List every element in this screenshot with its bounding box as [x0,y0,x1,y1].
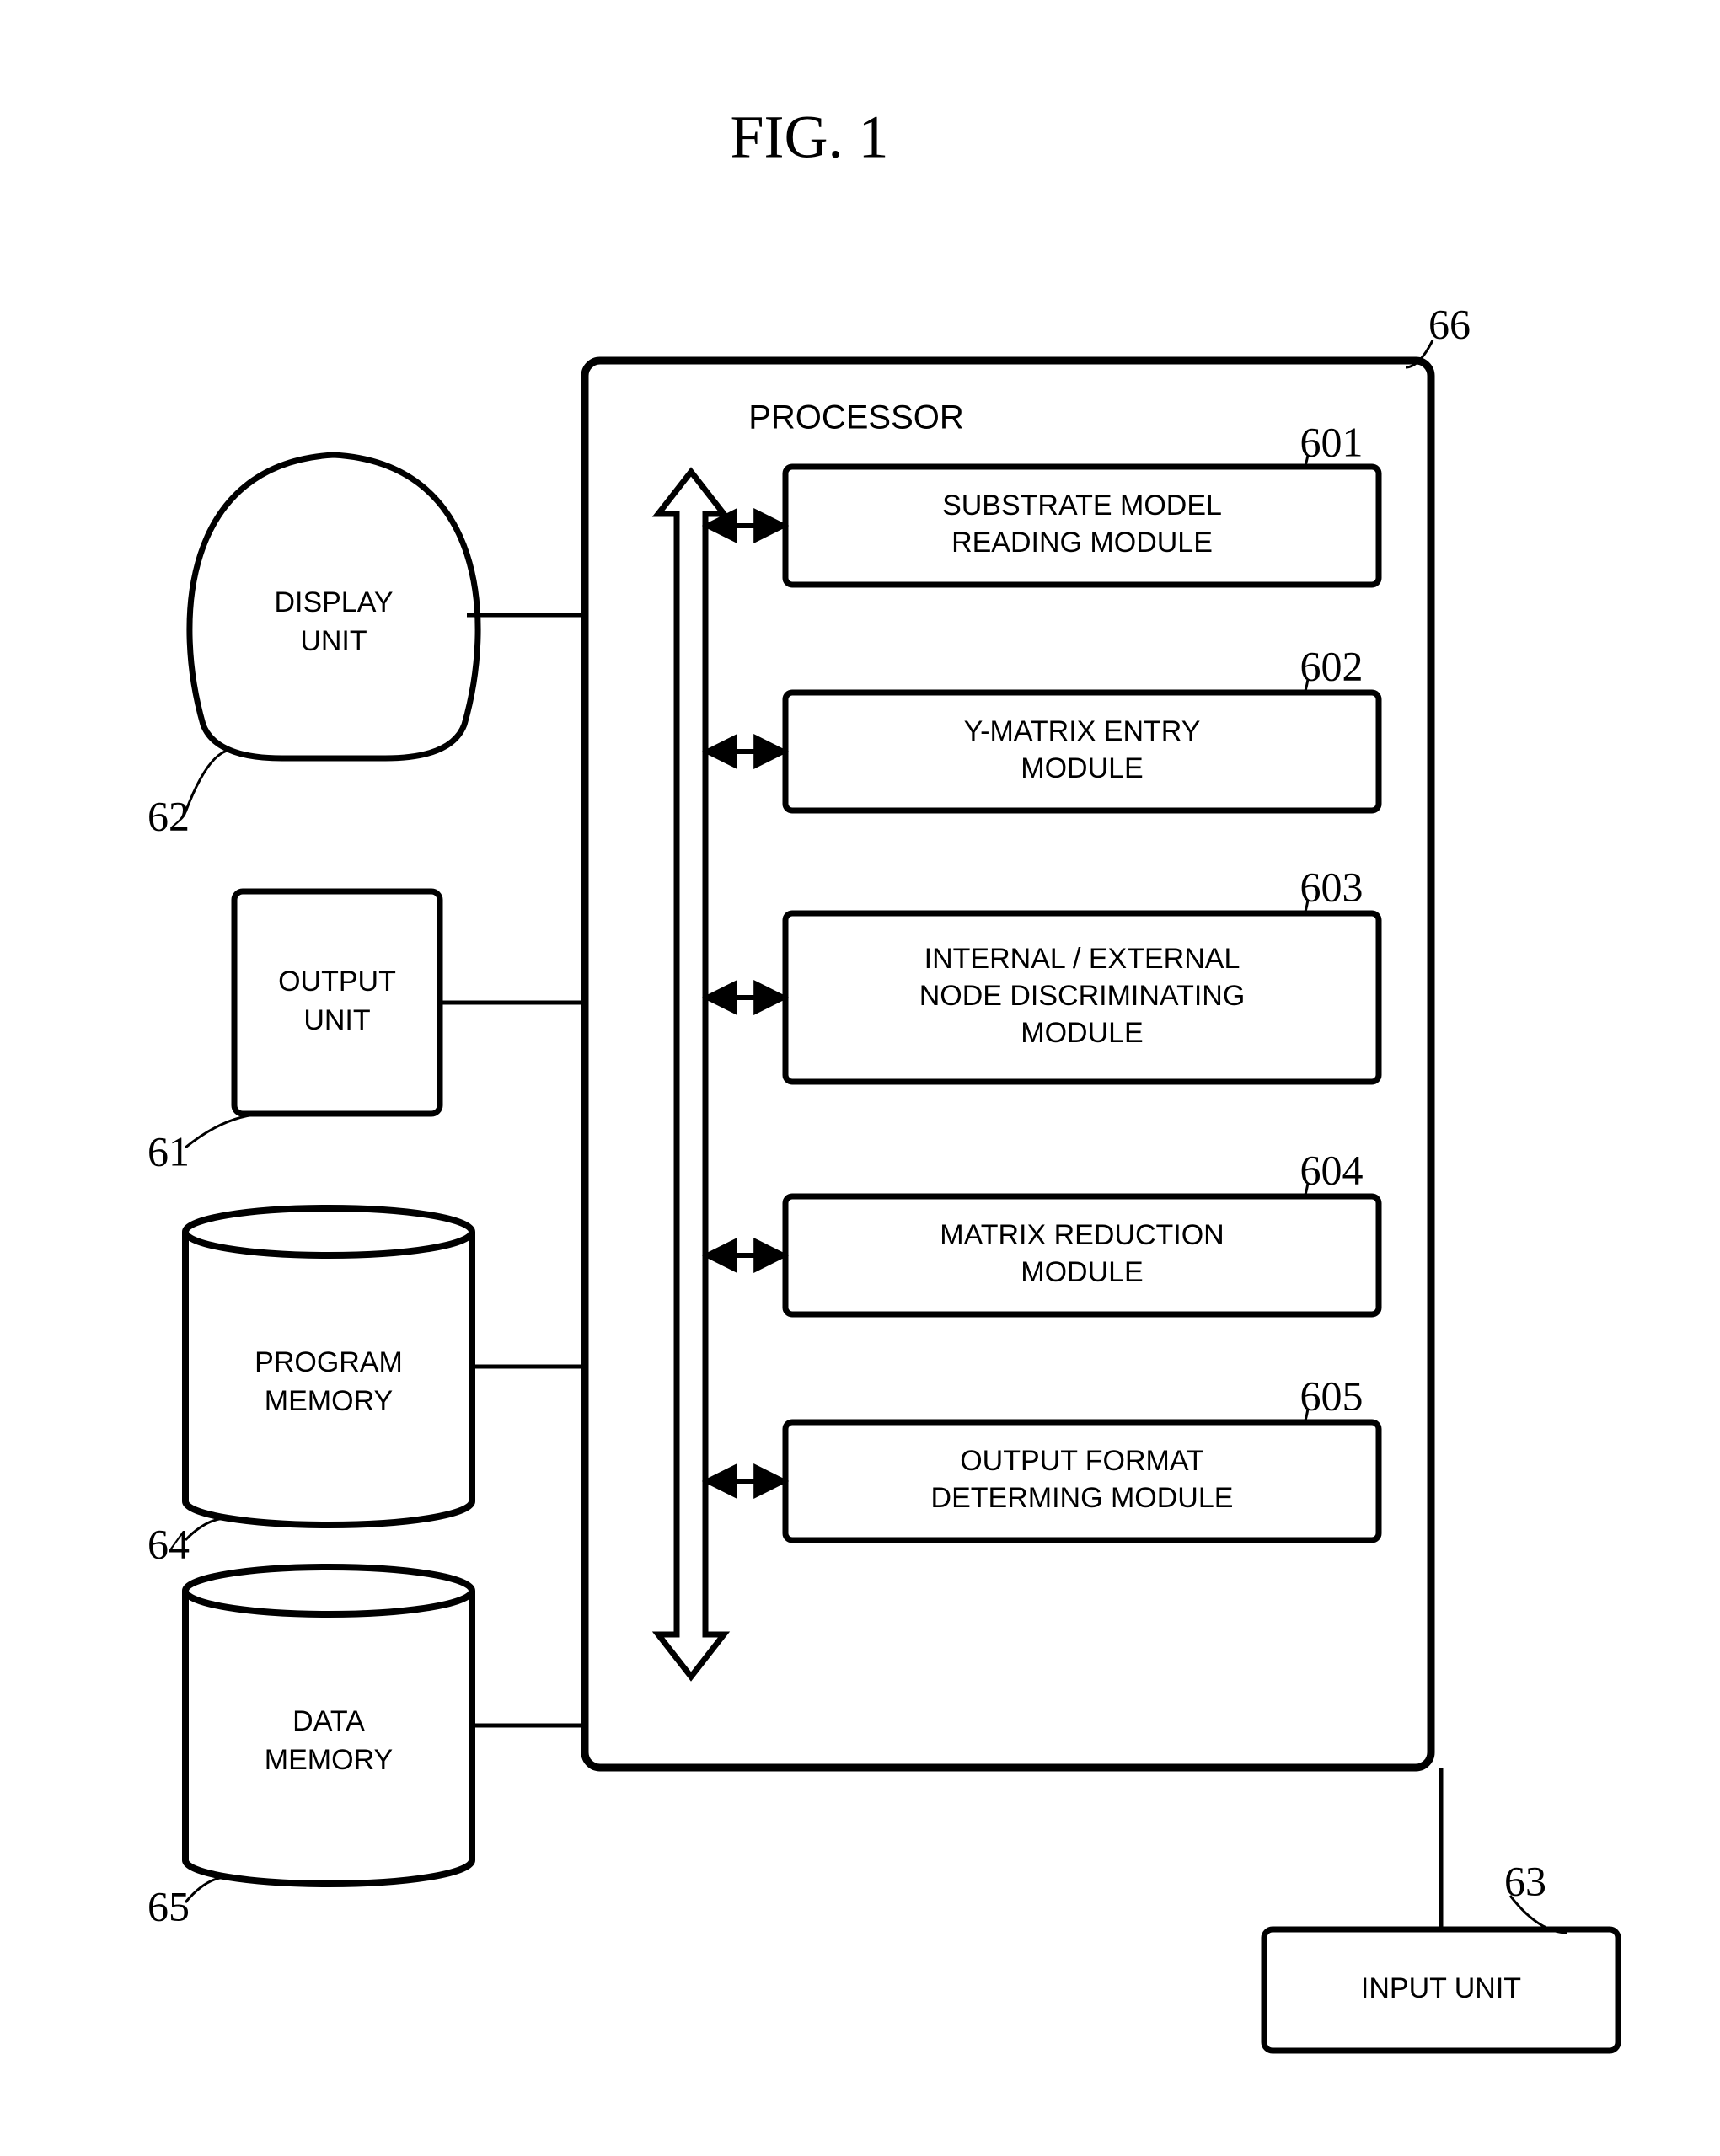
svg-text:SUBSTRATE MODEL: SUBSTRATE MODEL [942,490,1222,522]
svg-text:MODULE: MODULE [1021,1256,1143,1288]
svg-text:604: 604 [1300,1146,1364,1193]
svg-text:Y-MATRIX ENTRY: Y-MATRIX ENTRY [964,715,1201,747]
svg-text:READING MODULE: READING MODULE [951,527,1213,559]
svg-text:MODULE: MODULE [1021,752,1143,784]
svg-text:OUTPUT FORMAT: OUTPUT FORMAT [960,1445,1204,1477]
svg-text:OUTPUT: OUTPUT [278,966,396,998]
svg-text:601: 601 [1300,418,1364,465]
svg-text:UNIT: UNIT [300,625,367,657]
svg-text:62: 62 [147,792,190,839]
svg-text:NODE DISCRIMINATING: NODE DISCRIMINATING [919,980,1246,1012]
svg-text:602: 602 [1300,642,1364,689]
svg-text:MEMORY: MEMORY [265,1385,393,1417]
output-unit [234,891,440,1114]
svg-text:64: 64 [147,1520,190,1567]
svg-text:INPUT UNIT: INPUT UNIT [1361,1972,1521,2004]
svg-text:FIG. 1: FIG. 1 [730,104,888,171]
svg-text:603: 603 [1300,863,1364,910]
svg-text:61: 61 [147,1127,190,1174]
svg-text:DATA: DATA [292,1705,365,1737]
svg-text:MODULE: MODULE [1021,1017,1143,1049]
svg-text:DETERMING MODULE: DETERMING MODULE [931,1482,1234,1514]
svg-text:63: 63 [1504,1857,1546,1904]
svg-text:66: 66 [1428,300,1471,347]
svg-text:605: 605 [1300,1372,1364,1419]
svg-text:PROGRAM: PROGRAM [255,1346,403,1378]
data-memory [185,1591,472,1884]
program-memory [185,1232,472,1525]
processor-label: PROCESSOR [748,399,964,436]
svg-text:65: 65 [147,1882,190,1929]
svg-text:INTERNAL / EXTERNAL: INTERNAL / EXTERNAL [924,943,1240,975]
svg-text:MATRIX REDUCTION: MATRIX REDUCTION [940,1219,1224,1251]
svg-text:UNIT: UNIT [303,1004,370,1036]
svg-text:DISPLAY: DISPLAY [274,586,393,618]
svg-text:MEMORY: MEMORY [265,1744,393,1776]
